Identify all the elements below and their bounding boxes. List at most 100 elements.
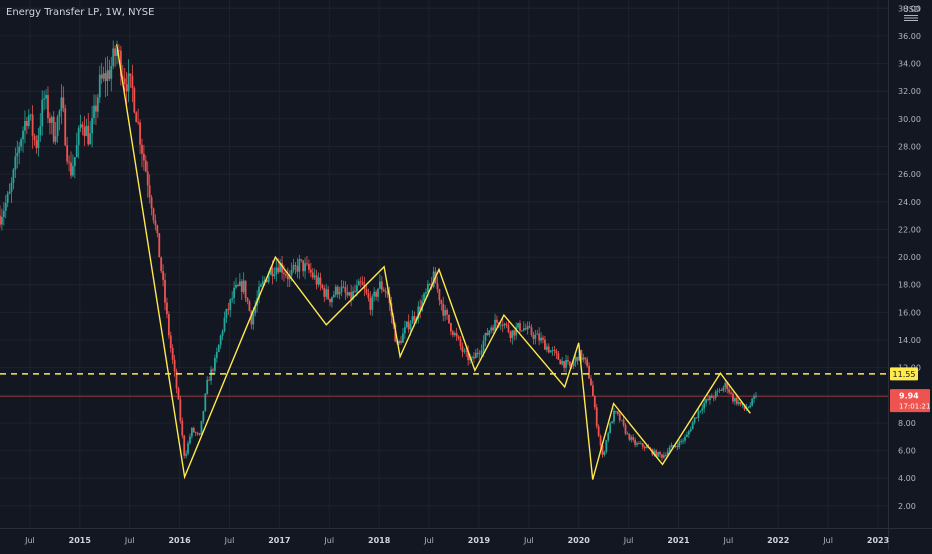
candle-body	[66, 145, 69, 162]
candle-body	[486, 332, 489, 336]
candle-body	[515, 327, 518, 336]
candle-body	[616, 411, 619, 414]
candle-body	[340, 286, 343, 293]
candle-body	[653, 450, 656, 455]
candle-body	[275, 267, 278, 275]
candle-body	[505, 323, 508, 325]
bar-countdown-label: 17:01:21	[899, 403, 930, 411]
candle-body	[325, 289, 328, 297]
candle-body	[534, 334, 537, 339]
candle-body	[238, 281, 241, 286]
candle-body	[68, 161, 70, 163]
x-tick-label: 2018	[368, 536, 391, 545]
candle-body	[728, 389, 731, 393]
candle-body	[219, 335, 222, 345]
candle-body	[557, 353, 560, 360]
candle-body	[659, 452, 661, 455]
candle-body	[626, 433, 629, 435]
candle-body	[139, 122, 141, 145]
candle-body	[553, 350, 556, 352]
candle-body	[384, 291, 387, 293]
candle-body	[342, 286, 345, 288]
candle-body	[173, 359, 176, 372]
candle-body	[628, 433, 631, 440]
candle-body	[549, 350, 552, 353]
candle-body	[417, 306, 420, 319]
candle-body	[4, 202, 7, 211]
candle-body	[722, 387, 725, 391]
candle-body	[1, 216, 3, 225]
candle-body	[386, 292, 389, 295]
candle-body	[580, 349, 583, 360]
candle-body	[540, 337, 542, 341]
candle-body	[494, 319, 496, 331]
candle-body	[672, 445, 675, 447]
scale-settings-icon[interactable]	[903, 14, 919, 22]
candle-body	[624, 424, 627, 434]
candle-body	[143, 153, 145, 161]
candlestick-series	[0, 40, 757, 461]
candle-body	[43, 98, 46, 100]
candle-body	[373, 291, 376, 297]
candle-body	[281, 262, 283, 273]
candle-body	[150, 197, 153, 209]
candle-body	[463, 350, 466, 352]
candle-body	[327, 289, 330, 299]
candle-body	[409, 323, 412, 330]
candle-body	[252, 313, 255, 325]
y-tick-label: 18.00	[898, 281, 921, 290]
candle-body	[223, 317, 226, 332]
candle-body	[467, 351, 470, 361]
candle-body	[419, 306, 422, 311]
candle-body	[183, 435, 186, 456]
y-tick-label: 2.00	[898, 502, 916, 511]
last-price-tag	[890, 389, 930, 413]
candle-body	[208, 379, 211, 381]
candle-body	[444, 309, 447, 316]
x-tick-label: 2015	[69, 536, 92, 545]
candle-body	[638, 443, 640, 444]
candle-body	[591, 385, 594, 397]
candle-body	[607, 433, 610, 441]
candle-body	[89, 133, 92, 145]
candle-body	[634, 439, 637, 445]
candle-body	[133, 88, 136, 113]
candle-body	[689, 429, 692, 432]
candle-body	[670, 445, 673, 448]
candle-body	[714, 391, 717, 398]
x-tick-label: 2016	[168, 536, 191, 545]
candle-body	[334, 286, 337, 295]
candle-body	[511, 330, 514, 339]
candle-body	[542, 337, 544, 340]
zigzag-line[interactable]	[116, 44, 751, 480]
candle-body	[678, 441, 681, 447]
candle-body	[572, 361, 575, 367]
y-tick-label: 26.00	[898, 170, 921, 179]
y-tick-label: 22.00	[898, 225, 921, 234]
candle-body	[471, 356, 473, 358]
candle-body	[613, 410, 615, 422]
candle-body	[382, 289, 385, 292]
candle-body	[271, 268, 274, 277]
candle-body	[348, 292, 351, 296]
candle-body	[643, 446, 646, 449]
candle-body	[684, 436, 686, 441]
candle-body	[290, 269, 293, 275]
candle-body	[300, 259, 303, 261]
y-tick-label: 20.00	[898, 253, 921, 262]
x-tick-label: 2023	[867, 536, 889, 545]
candle-body	[83, 127, 86, 136]
candle-body	[400, 341, 402, 343]
candle-body	[263, 279, 266, 282]
candle-body	[284, 274, 287, 276]
candle-body	[127, 73, 130, 92]
candle-body	[662, 455, 665, 458]
support-price-tag	[890, 367, 918, 381]
candle-body	[8, 191, 11, 194]
candle-body	[582, 357, 585, 360]
candle-body	[551, 350, 554, 351]
candle-body	[473, 356, 475, 359]
candle-body	[41, 99, 44, 127]
